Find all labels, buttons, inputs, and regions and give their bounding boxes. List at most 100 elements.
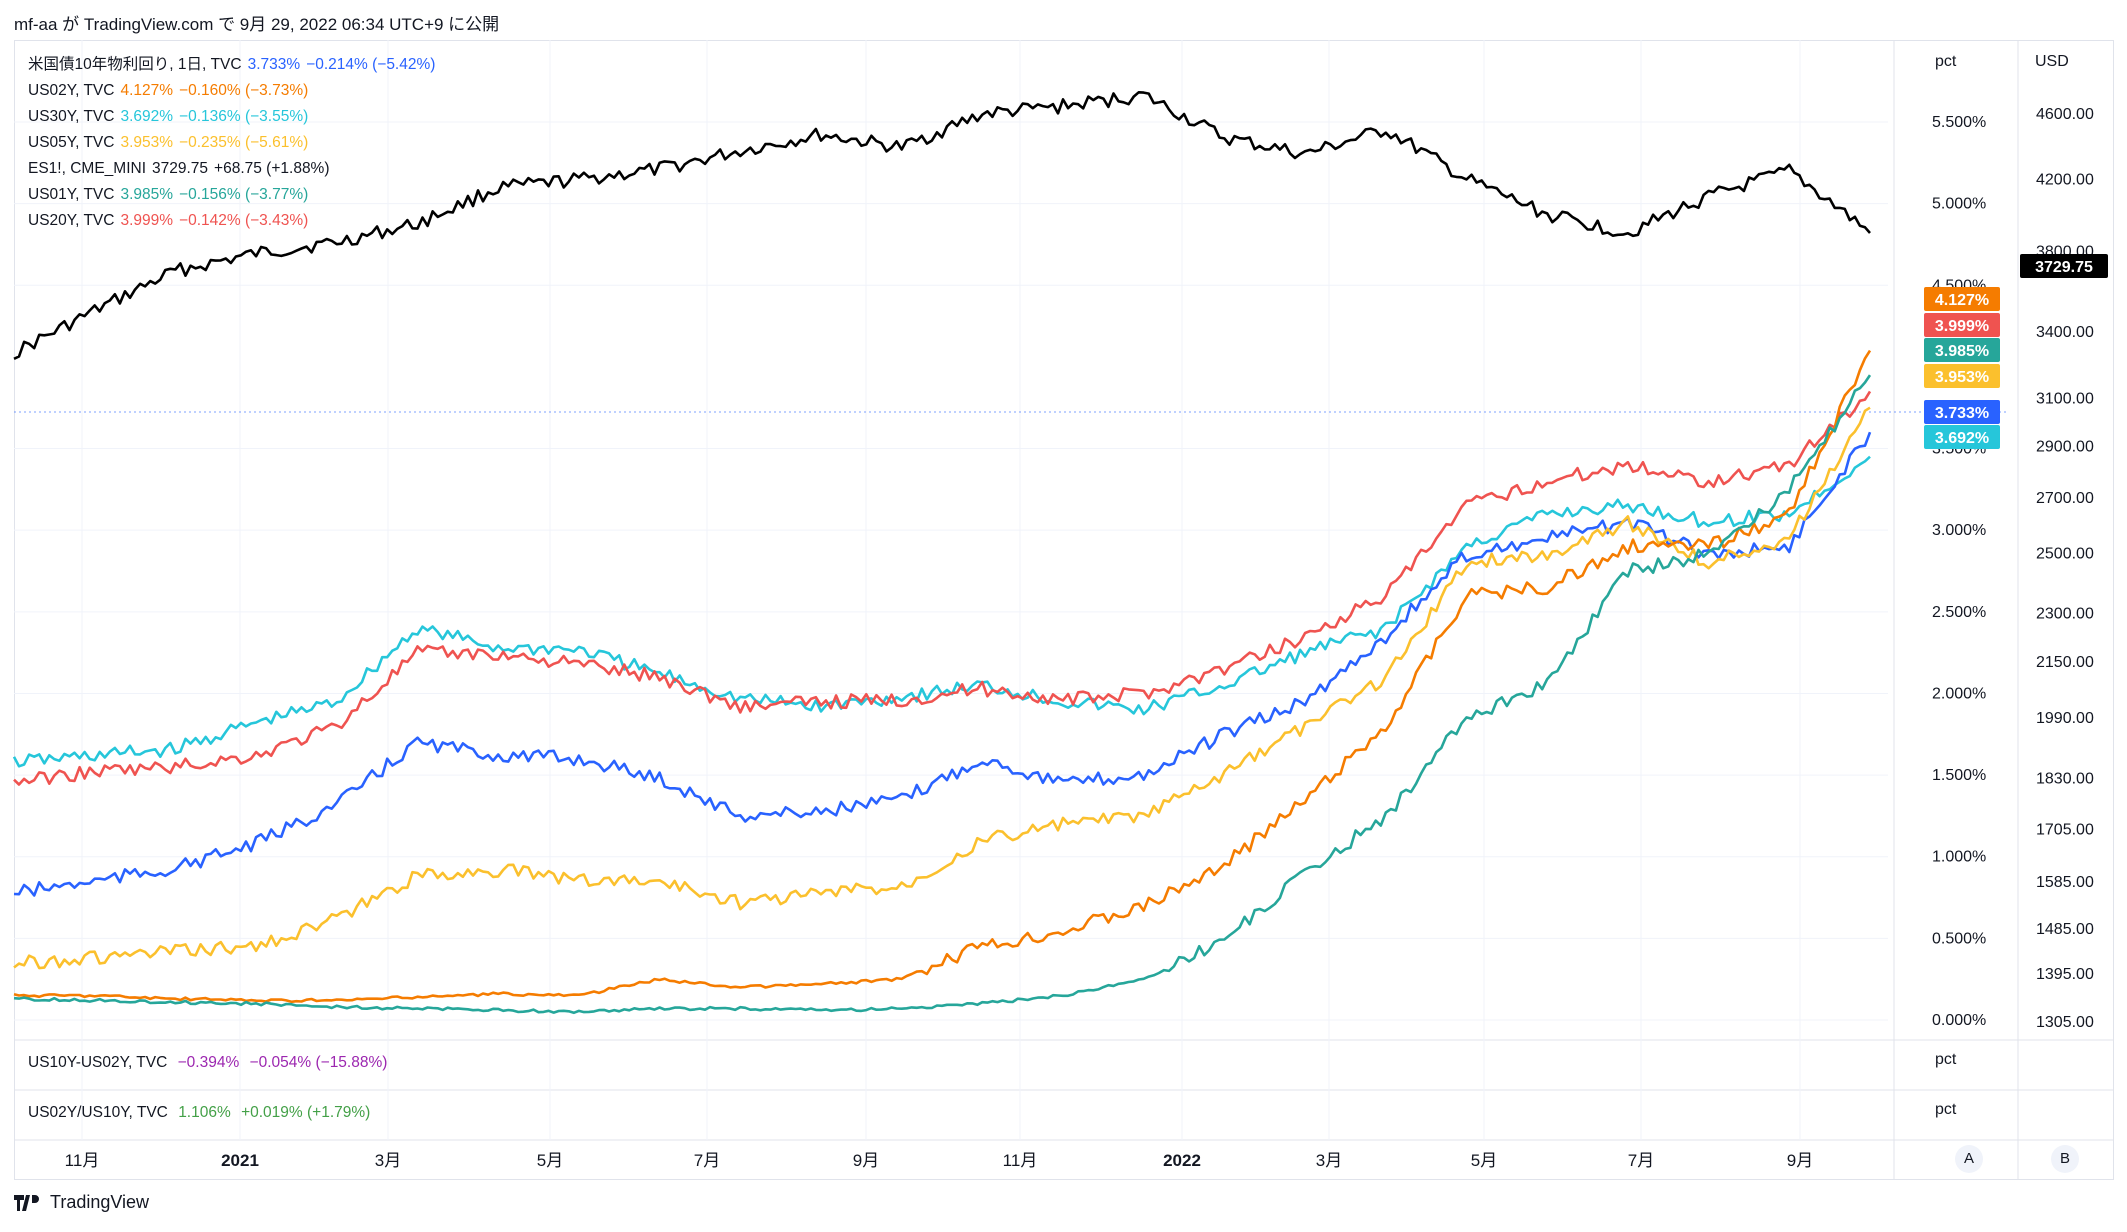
last-value-badge-text: 3.985% [1935, 343, 1989, 360]
legend-symbol: US01Y, TVC [28, 186, 115, 203]
legend-row[interactable]: ES1!, CME_MINI 3729.75 +68.75 (+1.88%) [28, 156, 441, 182]
usd-tick-label: 1705.00 [2036, 821, 2094, 838]
legend-last: 3.692% [120, 108, 174, 125]
chart-frame [14, 40, 2114, 1180]
legend-symbol: 米国債10年物利回り, 1日, TVC [28, 56, 242, 73]
series-line[interactable] [13, 431, 1872, 897]
legend-row[interactable]: US30Y, TVC 3.692% −0.136% (−3.55%) [28, 104, 441, 130]
pct-tick-label: 2.000% [1932, 685, 1986, 702]
last-value-badge [1924, 400, 2000, 424]
legend-last: 3.999% [120, 212, 174, 229]
publish-header: mf-aa が TradingView.com で 9月 29, 2022 06… [14, 15, 500, 34]
legend-row[interactable]: 米国債10年物利回り, 1日, TVC 3.733% −0.214% (−5.42%… [28, 52, 441, 78]
last-value-badge [1924, 287, 2000, 311]
pct-tick-label: 3.000% [1932, 522, 1986, 539]
legend-change: −0.160% (−3.73%) [179, 82, 309, 99]
usd-tick-label: 1830.00 [2036, 770, 2094, 787]
last-value-badge-text: 3.692% [1935, 430, 1989, 447]
right-unit-label: USD [2035, 53, 2069, 70]
legend-change: −0.136% (−3.55%) [179, 108, 309, 125]
legend-row[interactable]: US01Y, TVC 3.985% −0.156% (−3.77%) [28, 182, 441, 208]
legend-row[interactable]: US05Y, TVC 3.953% −0.235% (−5.61%) [28, 130, 441, 156]
pct-tick-label: 5.000% [1932, 196, 1986, 213]
last-value-badge [1924, 364, 2000, 388]
tradingview-logo-icon [14, 1194, 39, 1211]
usd-tick-label: 1485.00 [2036, 921, 2094, 938]
last-value-badge-text: 4.127% [1935, 292, 1989, 309]
legend-change: −0.214% (−5.42%) [306, 56, 436, 73]
x-tick-label: 5月 [1471, 1151, 1497, 1170]
series-line[interactable] [13, 390, 1872, 786]
x-tick-label: 11月 [65, 1151, 100, 1170]
x-tick-label: 9月 [1787, 1151, 1813, 1170]
x-tick-label: 11月 [1003, 1151, 1038, 1170]
legend-last: 3.953% [120, 134, 174, 151]
legend-symbol: US05Y, TVC [28, 134, 115, 151]
pane3-last: 1.106% [178, 1104, 231, 1121]
pct-tick-label: 0.500% [1932, 930, 1986, 947]
pane2-unit-label: pct [1935, 1051, 1957, 1068]
pane2-symbol[interactable]: US10Y-US02Y, TVC [28, 1054, 168, 1071]
usd-tick-label: 1305.00 [2036, 1014, 2094, 1031]
pane3-unit-label: pct [1935, 1101, 1957, 1118]
left-unit-label: pct [1935, 53, 1957, 70]
series-line[interactable] [13, 349, 1872, 1004]
pct-tick-label: 1.500% [1932, 767, 1986, 784]
usd-tick-label: 1395.00 [2036, 966, 2094, 983]
usd-tick-label: 2300.00 [2036, 606, 2094, 623]
usd-tick-label: 4200.00 [2036, 172, 2094, 189]
usd-tick-label: 1585.00 [2036, 874, 2094, 891]
legend-symbol: US20Y, TVC [28, 212, 115, 229]
usd-tick-label: 1990.00 [2036, 710, 2094, 727]
legend-change: −0.142% (−3.43%) [179, 212, 309, 229]
legend-row[interactable]: US02Y, TVC 4.127% −0.160% (−3.73%) [28, 78, 441, 104]
usd-price-badge-text: 3729.75 [2035, 259, 2093, 276]
pct-tick-label: 1.000% [1932, 849, 1986, 866]
footer: TradingView [14, 1192, 149, 1213]
x-tick-label: 2021 [221, 1151, 259, 1170]
series-line[interactable] [13, 91, 1871, 360]
legend-last: 3.733% [247, 56, 301, 73]
legend-symbol: ES1!, CME_MINI [28, 160, 146, 177]
legend-symbol: US02Y, TVC [28, 82, 115, 99]
last-value-badge-text: 3.999% [1935, 318, 1989, 335]
pane3-symbol[interactable]: US02Y/US10Y, TVC [28, 1104, 168, 1121]
last-value-badge-text: 3.953% [1935, 369, 1989, 386]
usd-tick-label: 4600.00 [2036, 106, 2094, 123]
usd-tick-label: 2500.00 [2036, 545, 2094, 562]
pane3-legend: US02Y/US10Y, TVC 1.106% +0.019% (+1.79%) [28, 1104, 376, 1122]
footer-brand: TradingView [50, 1192, 150, 1212]
legend-last: 3.985% [120, 186, 174, 203]
legend-last: 4.127% [120, 82, 174, 99]
usd-tick-label: 2900.00 [2036, 439, 2094, 456]
pane2-change: −0.054% (−15.88%) [249, 1054, 388, 1071]
legend: 米国債10年物利回り, 1日, TVC 3.733% −0.214% (−5.42%… [28, 52, 441, 234]
usd-tick-label: 2150.00 [2036, 654, 2094, 671]
usd-tick-label: 3400.00 [2036, 324, 2094, 341]
legend-change: −0.156% (−3.77%) [179, 186, 309, 203]
pane2-last: −0.394% [177, 1054, 240, 1071]
pct-tick-label: 5.500% [1932, 114, 1986, 131]
x-tick-label: 5月 [537, 1151, 563, 1170]
last-value-badge [1924, 313, 2000, 337]
usd-price-badge [2020, 254, 2108, 278]
scale-b-button[interactable]: B [2051, 1145, 2079, 1173]
series-line[interactable] [13, 374, 1872, 1015]
usd-tick-label: 3100.00 [2036, 390, 2094, 407]
x-tick-label: 9月 [853, 1151, 879, 1170]
last-value-badge [1924, 338, 2000, 362]
x-tick-label: 2022 [1163, 1151, 1201, 1170]
legend-change: −0.235% (−5.61%) [179, 134, 309, 151]
pane3-change: +0.019% (+1.79%) [241, 1104, 371, 1121]
pct-tick-label: 0.000% [1932, 1012, 1986, 1029]
legend-row[interactable]: US20Y, TVC 3.999% −0.142% (−3.43%) [28, 208, 441, 234]
legend-change: +68.75 (+1.88%) [214, 160, 330, 177]
x-tick-label: 7月 [694, 1151, 720, 1170]
series-line[interactable] [13, 406, 1871, 970]
last-value-badge [1924, 425, 2000, 449]
x-tick-label: 7月 [1628, 1151, 1654, 1170]
legend-symbol: US30Y, TVC [28, 108, 115, 125]
x-tick-label: 3月 [375, 1151, 401, 1170]
scale-a-button[interactable]: A [1955, 1145, 1983, 1173]
